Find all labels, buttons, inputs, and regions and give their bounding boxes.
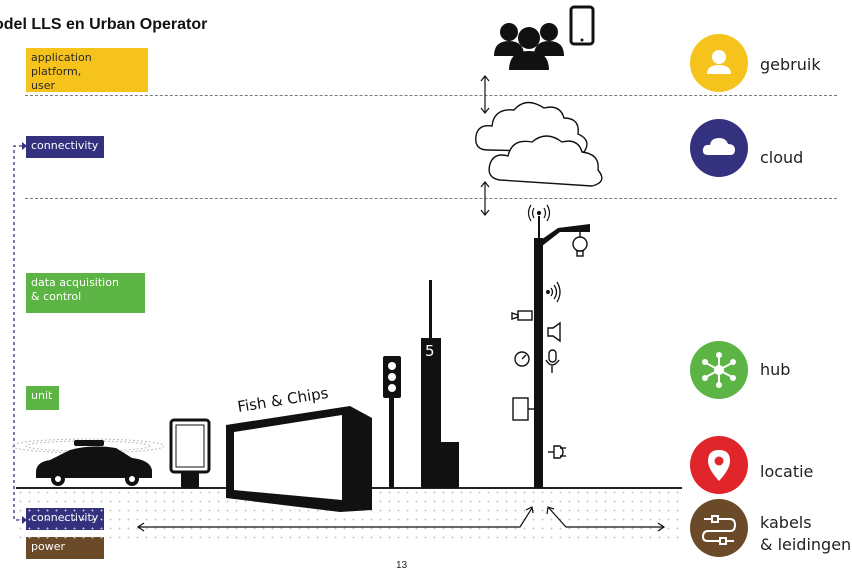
category-gebruik-circle bbox=[690, 34, 748, 92]
category-gebruik-label: gebruik bbox=[760, 55, 821, 74]
user-icon bbox=[707, 50, 731, 74]
connectivity-arrow-top bbox=[22, 142, 27, 150]
antenna-icon bbox=[527, 204, 551, 222]
arrow-user-cloud bbox=[480, 75, 490, 114]
map-pin-icon bbox=[708, 450, 730, 481]
car-icon bbox=[36, 440, 152, 486]
lightbulb-icon bbox=[572, 232, 588, 257]
people-icon bbox=[494, 23, 564, 70]
microphone-icon bbox=[545, 349, 560, 373]
underground-arrows bbox=[136, 506, 666, 532]
layer-application-platform: application platform, user bbox=[26, 48, 148, 92]
traffic-light-icon bbox=[383, 356, 401, 488]
category-locatie-circle bbox=[690, 436, 748, 494]
category-hub-label: hub bbox=[760, 360, 791, 379]
category-cloud-label: cloud bbox=[760, 148, 804, 167]
layer-connectivity-top: connectivity bbox=[26, 136, 104, 158]
category-hub-circle bbox=[690, 341, 748, 399]
cloud-illustration bbox=[475, 101, 603, 187]
category-kabels-label: kabels & leidingen bbox=[760, 513, 852, 554]
layer-data-acquisition: data acquisition & control bbox=[26, 273, 145, 313]
separator-user-cloud bbox=[25, 95, 837, 96]
separator-cloud-hub bbox=[25, 198, 837, 199]
network-hub-icon bbox=[702, 352, 736, 388]
cable-plug-icon bbox=[701, 515, 737, 545]
tower-building bbox=[421, 280, 459, 488]
page-title: odel LLS en Urban Operator bbox=[0, 16, 208, 33]
shop-building bbox=[226, 406, 372, 512]
billboard-icon bbox=[169, 418, 211, 488]
layer-unit: unit bbox=[26, 386, 59, 410]
camera-icon bbox=[511, 310, 533, 321]
arrow-cloud-hub bbox=[480, 181, 490, 216]
connectivity-arrow-bottom bbox=[22, 516, 27, 524]
category-kabels-circle bbox=[690, 499, 748, 557]
display-panel-icon bbox=[512, 397, 534, 421]
speaker-icon bbox=[547, 321, 561, 343]
page-number: 13 bbox=[396, 560, 408, 571]
cloud-icon bbox=[702, 138, 735, 155]
category-cloud-circle bbox=[690, 119, 748, 177]
connectivity-link bbox=[13, 145, 22, 521]
wifi-icon bbox=[546, 281, 561, 303]
tower-number: 5 bbox=[425, 342, 435, 360]
gauge-icon bbox=[514, 351, 530, 367]
smartphone-icon bbox=[569, 5, 595, 46]
smart-lamppost bbox=[534, 216, 590, 488]
category-locatie-label: locatie bbox=[760, 462, 814, 481]
power-plug-icon bbox=[548, 445, 566, 459]
layer-power: power bbox=[26, 537, 104, 559]
